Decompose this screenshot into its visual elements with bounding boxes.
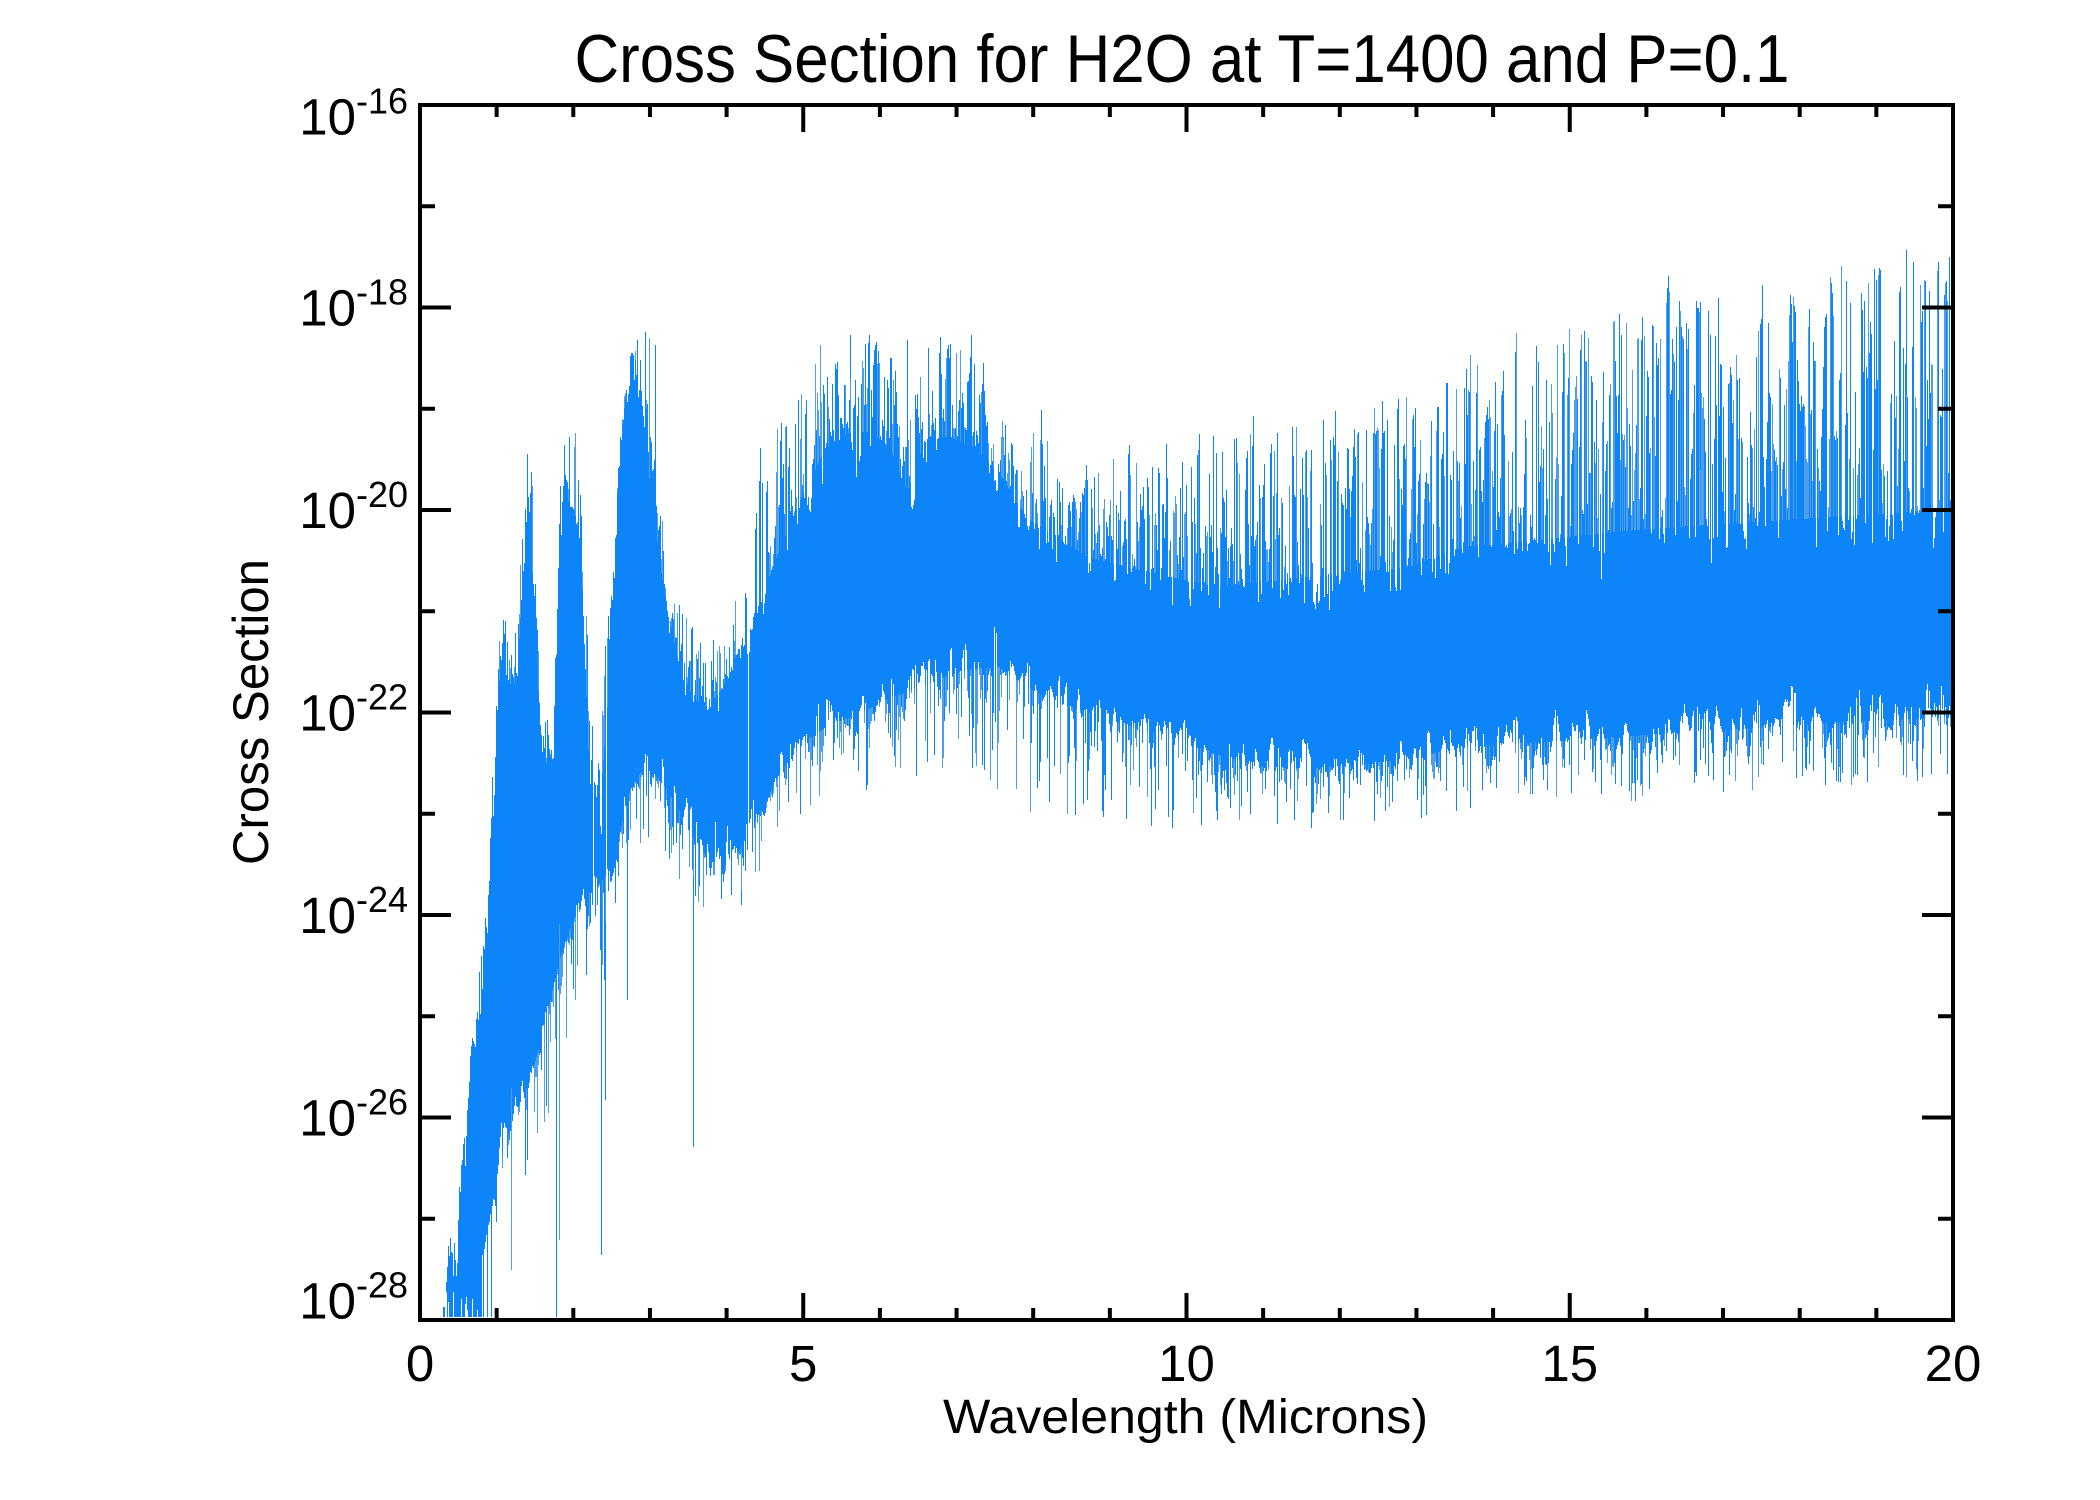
- svg-text:15: 15: [1541, 1335, 1598, 1392]
- svg-text:10-16: 10-16: [299, 81, 408, 146]
- svg-text:0: 0: [406, 1335, 434, 1392]
- svg-text:Wavelength (Microns): Wavelength (Microns): [943, 1391, 1428, 1444]
- svg-text:Cross Section: Cross Section: [223, 559, 279, 865]
- svg-text:5: 5: [789, 1335, 817, 1392]
- svg-text:Cross Section for H2O at T=140: Cross Section for H2O at T=1400 and P=0.…: [575, 21, 1790, 97]
- svg-text:10: 10: [1158, 1335, 1215, 1392]
- svg-text:10-20: 10-20: [299, 474, 408, 539]
- svg-text:20: 20: [1925, 1335, 1982, 1392]
